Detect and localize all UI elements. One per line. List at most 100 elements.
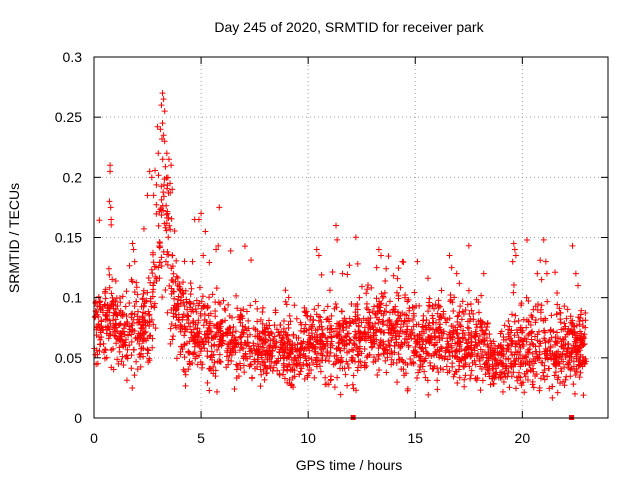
data-point xyxy=(533,371,540,378)
data-point xyxy=(100,340,107,347)
outlier-point xyxy=(107,204,114,211)
data-point xyxy=(280,334,287,341)
data-point xyxy=(512,312,519,319)
data-point xyxy=(470,344,477,351)
data-point xyxy=(502,355,509,362)
data-point xyxy=(140,287,147,294)
data-point xyxy=(419,336,426,343)
data-point xyxy=(134,319,141,326)
data-point xyxy=(146,355,153,362)
data-point xyxy=(237,333,244,340)
data-point xyxy=(541,376,548,383)
data-point xyxy=(573,353,580,360)
data-point xyxy=(428,334,435,341)
data-point xyxy=(490,380,497,387)
data-point xyxy=(186,349,193,356)
data-point xyxy=(185,348,192,355)
data-point xyxy=(259,320,266,327)
data-point xyxy=(580,322,587,329)
data-point xyxy=(211,359,218,366)
data-point xyxy=(395,295,402,302)
data-point xyxy=(287,347,294,354)
data-point xyxy=(399,341,406,348)
data-point xyxy=(436,316,443,323)
data-point xyxy=(346,323,353,330)
data-point xyxy=(356,294,363,301)
data-point xyxy=(301,353,308,360)
data-point xyxy=(260,348,267,355)
data-point xyxy=(93,347,100,354)
data-point xyxy=(556,353,563,360)
data-point xyxy=(466,318,473,325)
data-point xyxy=(110,301,117,308)
data-point xyxy=(502,365,509,372)
outlier-point xyxy=(160,96,167,103)
data-point xyxy=(488,340,495,347)
data-point xyxy=(381,289,388,296)
data-point xyxy=(511,318,518,325)
data-point xyxy=(485,350,492,357)
data-point xyxy=(520,379,527,386)
data-point xyxy=(485,343,492,350)
data-point xyxy=(252,365,259,372)
data-point xyxy=(141,329,148,336)
data-point xyxy=(346,336,353,343)
data-point xyxy=(404,298,411,305)
data-point xyxy=(96,303,103,310)
data-point xyxy=(225,301,232,308)
data-point xyxy=(379,318,386,325)
outlier-point xyxy=(158,102,165,109)
data-point xyxy=(559,336,566,343)
data-point xyxy=(142,328,149,335)
data-point xyxy=(182,371,189,378)
data-point xyxy=(217,327,224,334)
data-point xyxy=(347,337,354,344)
y-axis-label: SRMTID / TECUs xyxy=(6,183,22,293)
data-point xyxy=(166,222,173,229)
data-point xyxy=(301,375,308,382)
data-point xyxy=(451,294,458,301)
data-point xyxy=(526,359,533,366)
outlier-point xyxy=(155,150,162,157)
data-point xyxy=(577,335,584,342)
data-point xyxy=(204,353,211,360)
data-point xyxy=(193,308,200,315)
data-point xyxy=(222,317,229,324)
data-point xyxy=(444,338,451,345)
data-point xyxy=(437,344,444,351)
data-point xyxy=(559,351,566,358)
data-point xyxy=(363,337,370,344)
data-point xyxy=(420,312,427,319)
data-point xyxy=(149,344,156,351)
data-point xyxy=(249,350,256,357)
data-point xyxy=(179,345,186,352)
data-point xyxy=(375,319,382,326)
data-point xyxy=(95,293,102,300)
data-point xyxy=(151,300,158,307)
data-point xyxy=(403,336,410,343)
data-point xyxy=(187,300,194,307)
data-point xyxy=(97,298,104,305)
data-point xyxy=(542,317,549,324)
data-point xyxy=(102,290,109,297)
data-point xyxy=(400,366,407,373)
data-point xyxy=(173,273,180,280)
data-point xyxy=(277,321,284,328)
data-point xyxy=(310,316,317,323)
data-point xyxy=(297,319,304,326)
data-point xyxy=(281,318,288,325)
data-point xyxy=(379,345,386,352)
data-point xyxy=(562,353,569,360)
data-point xyxy=(116,344,123,351)
outlier-point xyxy=(189,258,196,265)
data-point xyxy=(456,348,463,355)
data-point xyxy=(138,345,145,352)
data-point xyxy=(475,309,482,316)
data-point xyxy=(327,349,334,356)
data-point xyxy=(411,289,418,296)
data-point xyxy=(570,381,577,388)
data-point xyxy=(425,391,432,398)
data-point xyxy=(265,317,272,324)
data-point xyxy=(303,308,310,315)
